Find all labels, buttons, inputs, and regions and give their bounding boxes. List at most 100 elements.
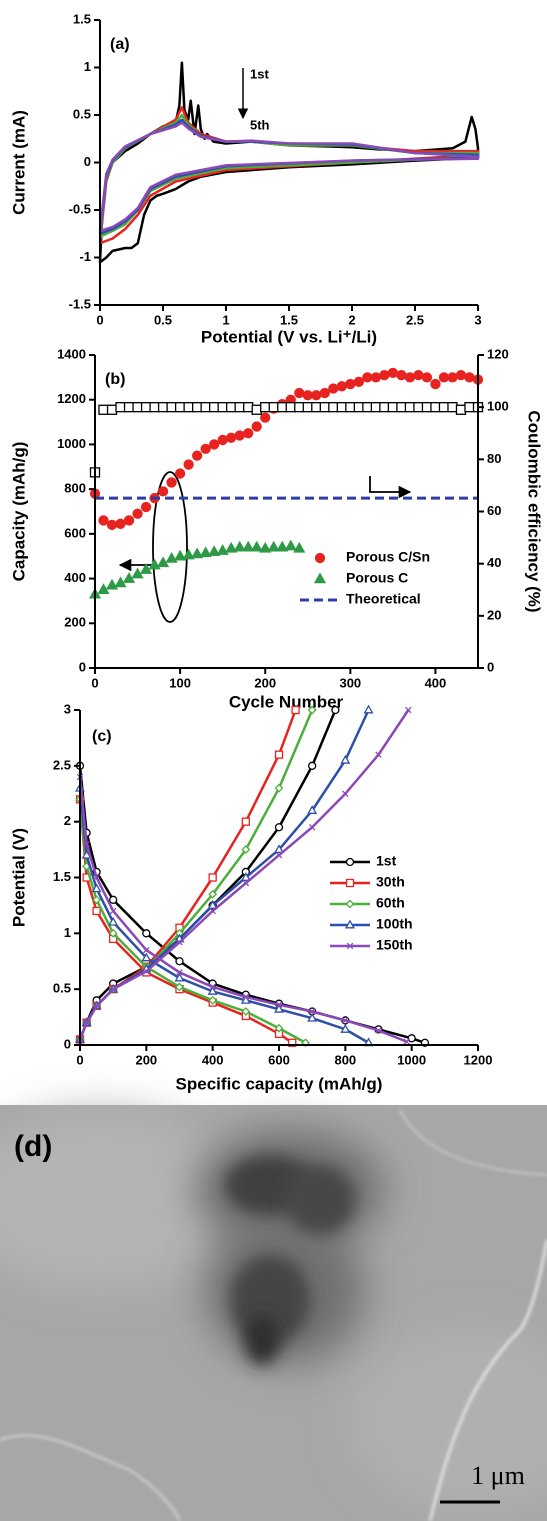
x-axis-label: Cycle Number (229, 692, 344, 711)
y2-tick-label: 20 (487, 607, 501, 622)
marker (243, 428, 254, 439)
marker (174, 972, 185, 982)
x-tick-label: 200 (135, 1052, 157, 1067)
marker (370, 372, 382, 383)
marker (140, 402, 152, 413)
marker (174, 468, 186, 479)
legend-label: 1st (376, 853, 397, 869)
x-tick-label: 800 (334, 1052, 356, 1067)
marker (307, 1012, 318, 1022)
series-line (98, 118, 480, 235)
y-tick-label: 2.5 (53, 757, 71, 772)
marker (375, 1027, 382, 1034)
annotation-ellipse (152, 471, 188, 623)
marker (421, 402, 433, 413)
marker (464, 372, 475, 383)
marker (191, 547, 204, 559)
x-tick-label: 3 (474, 312, 481, 327)
marker (307, 705, 317, 715)
marker (267, 540, 280, 552)
y2-tick-label: 120 (487, 346, 509, 361)
y-axis-label: Current (mA) (9, 110, 28, 215)
marker (403, 1038, 410, 1045)
marker (319, 387, 330, 399)
marker (243, 402, 254, 413)
x-tick-label: 1200 (464, 1052, 493, 1067)
marker (83, 1019, 90, 1026)
marker (288, 1038, 297, 1047)
y-tick-label: 600 (64, 525, 86, 540)
marker (302, 402, 313, 413)
marker (311, 402, 322, 413)
x-tick-label: 0 (91, 675, 98, 690)
marker (274, 844, 284, 854)
marker (407, 1034, 416, 1043)
marker (328, 383, 339, 394)
marker (455, 369, 467, 381)
marker (308, 1008, 316, 1015)
y-tick-label: 1200 (57, 391, 86, 406)
marker (143, 968, 150, 975)
marker (340, 1024, 351, 1033)
marker (114, 576, 127, 588)
legend-label: Porous C/Sn (346, 549, 430, 565)
marker (141, 952, 152, 962)
y-tick-label: 1.5 (73, 11, 91, 26)
marker (413, 369, 424, 381)
legend-label: 100th (376, 916, 413, 932)
marker (175, 982, 184, 992)
marker (216, 544, 229, 555)
marker (91, 883, 102, 893)
legend-marker (345, 919, 355, 929)
marker (208, 873, 217, 882)
marker (109, 985, 117, 993)
marker (294, 402, 305, 413)
sem-image (0, 1105, 547, 1521)
marker (274, 1023, 284, 1033)
marker (209, 907, 216, 915)
marker (115, 402, 126, 413)
marker (274, 750, 284, 759)
marker (302, 390, 313, 401)
marker (217, 434, 228, 446)
y-tick-label: 200 (64, 615, 86, 630)
legend-marker (345, 899, 355, 909)
y-tick-label: 1000 (57, 436, 86, 451)
marker (293, 541, 306, 553)
marker (331, 705, 340, 715)
legend-marker (313, 572, 327, 584)
legend-marker (345, 878, 355, 888)
marker (209, 983, 216, 991)
y-tick-label: 0.5 (73, 106, 91, 121)
x-tick-label: 1.5 (280, 312, 298, 327)
marker (207, 900, 218, 909)
marker (241, 1007, 251, 1016)
marker (438, 402, 450, 413)
x-tick-label: 1 (222, 312, 229, 327)
y-tick-label: 800 (64, 481, 86, 496)
marker (166, 477, 177, 488)
legend-label: 60th (376, 895, 405, 911)
marker (336, 381, 347, 392)
marker (307, 805, 318, 814)
marker (98, 515, 109, 526)
marker (115, 518, 126, 529)
y2-axis-label: Coulombic efficiency (%) (525, 410, 544, 612)
marker (108, 916, 119, 926)
marker (336, 402, 347, 413)
marker (294, 387, 305, 399)
marker (277, 402, 288, 413)
marker (176, 939, 183, 946)
marker (106, 519, 118, 531)
marker (345, 402, 356, 413)
marker (275, 851, 283, 859)
x-tick-label: 1000 (397, 1052, 426, 1067)
marker (464, 402, 475, 413)
marker (308, 761, 317, 770)
legend-label: 30th (376, 874, 405, 890)
x-tick-label: 0 (96, 312, 103, 327)
panel-label: (c) (92, 728, 112, 745)
scale-bar-label: 1 μm (471, 1461, 525, 1490)
marker (291, 705, 300, 715)
